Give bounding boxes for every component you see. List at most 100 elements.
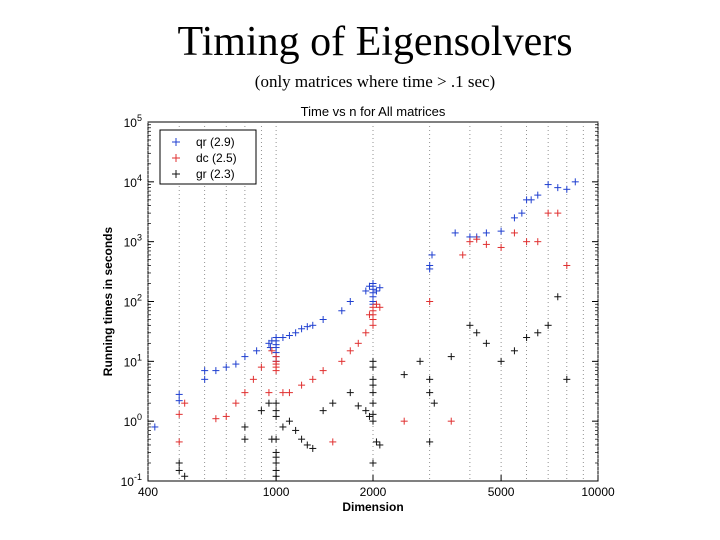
data-point bbox=[279, 423, 287, 431]
data-point bbox=[285, 389, 293, 397]
data-point bbox=[212, 367, 220, 375]
data-point bbox=[175, 466, 183, 474]
data-point bbox=[376, 441, 384, 449]
data-point bbox=[241, 435, 249, 443]
data-point bbox=[298, 435, 306, 443]
x-tick-label: 2000 bbox=[360, 485, 387, 499]
legend-item: gr (2.3) bbox=[172, 167, 235, 181]
y-tick-label: 10-1 bbox=[121, 472, 142, 489]
data-point bbox=[510, 214, 518, 222]
data-point bbox=[497, 243, 505, 251]
data-point bbox=[319, 367, 327, 375]
data-point bbox=[201, 375, 209, 383]
data-point bbox=[362, 329, 370, 337]
data-point bbox=[523, 334, 531, 342]
legend-label: gr (2.3) bbox=[196, 167, 235, 181]
axes: 10-1 100 101 102 103 104 105 400 1000 2000 5000 100… bbox=[121, 113, 615, 499]
data-point bbox=[338, 307, 346, 315]
data-point bbox=[369, 410, 377, 418]
data-point bbox=[354, 339, 362, 347]
data-point bbox=[272, 435, 280, 443]
data-point bbox=[175, 459, 183, 467]
data-point bbox=[279, 334, 287, 342]
data-point bbox=[346, 347, 354, 355]
legend-item: qr (2.9) bbox=[172, 135, 235, 149]
data-point bbox=[473, 329, 481, 337]
series-2 bbox=[175, 293, 571, 480]
data-point bbox=[272, 407, 280, 415]
data-point bbox=[272, 367, 280, 375]
data-point bbox=[354, 402, 362, 410]
x-tick-label: 10000 bbox=[581, 485, 615, 499]
slide-subtitle: (only matrices where time > .1 sec) bbox=[254, 72, 496, 91]
data-point bbox=[369, 321, 377, 329]
x-axis-label: Dimension bbox=[342, 500, 403, 514]
data-point bbox=[272, 448, 280, 456]
data-point bbox=[466, 238, 474, 246]
y-tick-label: 101 bbox=[124, 352, 142, 369]
legend-label: dc (2.5) bbox=[196, 151, 237, 165]
data-point bbox=[482, 240, 490, 248]
data-point bbox=[338, 357, 346, 365]
data-point bbox=[222, 363, 230, 371]
data-point bbox=[369, 357, 377, 365]
data-point bbox=[309, 321, 317, 329]
data-point bbox=[554, 293, 562, 301]
data-point bbox=[249, 375, 257, 383]
data-point bbox=[201, 367, 209, 375]
data-point bbox=[428, 251, 436, 259]
data-point bbox=[257, 407, 265, 415]
data-point bbox=[272, 399, 280, 407]
data-point bbox=[285, 332, 293, 340]
data-point bbox=[534, 191, 542, 199]
data-point bbox=[369, 459, 377, 467]
data-point bbox=[369, 417, 377, 425]
data-point bbox=[212, 415, 220, 423]
data-point bbox=[265, 399, 273, 407]
data-point bbox=[510, 347, 518, 355]
data-point bbox=[400, 371, 408, 379]
data-point bbox=[482, 229, 490, 237]
data-point bbox=[268, 347, 276, 355]
x-tick-label: 5000 bbox=[488, 485, 515, 499]
data-point bbox=[175, 397, 183, 405]
data-point bbox=[232, 360, 240, 368]
data-point bbox=[426, 389, 434, 397]
data-point bbox=[265, 389, 273, 397]
data-point bbox=[241, 423, 249, 431]
y-tick-label: 103 bbox=[124, 233, 142, 250]
data-point bbox=[232, 399, 240, 407]
data-point bbox=[527, 196, 535, 204]
data-point bbox=[292, 426, 300, 434]
slide-title: Timing of Eigensolvers bbox=[177, 19, 573, 65]
data-point bbox=[319, 407, 327, 415]
data-point bbox=[175, 390, 183, 398]
data-point bbox=[329, 399, 337, 407]
data-point bbox=[510, 229, 518, 237]
data-point bbox=[369, 389, 377, 397]
data-point bbox=[319, 316, 327, 324]
data-point bbox=[426, 265, 434, 273]
data-point bbox=[473, 235, 481, 243]
data-point bbox=[346, 389, 354, 397]
data-point bbox=[482, 339, 490, 347]
data-point bbox=[447, 353, 455, 361]
data-point bbox=[554, 184, 562, 192]
x-tick-label: 1000 bbox=[263, 485, 290, 499]
data-point bbox=[430, 399, 438, 407]
legend: qr (2.9) dc (2.5) gr (2.3) bbox=[159, 129, 257, 185]
data-point bbox=[329, 438, 337, 446]
data-point bbox=[369, 375, 377, 383]
series-1 bbox=[175, 209, 571, 446]
legend-label: qr (2.9) bbox=[196, 135, 235, 149]
data-point bbox=[534, 238, 542, 246]
data-point bbox=[534, 329, 542, 337]
data-points bbox=[151, 178, 579, 480]
data-point bbox=[285, 417, 293, 425]
data-point bbox=[563, 185, 571, 193]
data-point bbox=[554, 209, 562, 217]
data-point bbox=[447, 417, 455, 425]
y-tick-label: 104 bbox=[124, 173, 142, 190]
data-point bbox=[571, 178, 579, 186]
